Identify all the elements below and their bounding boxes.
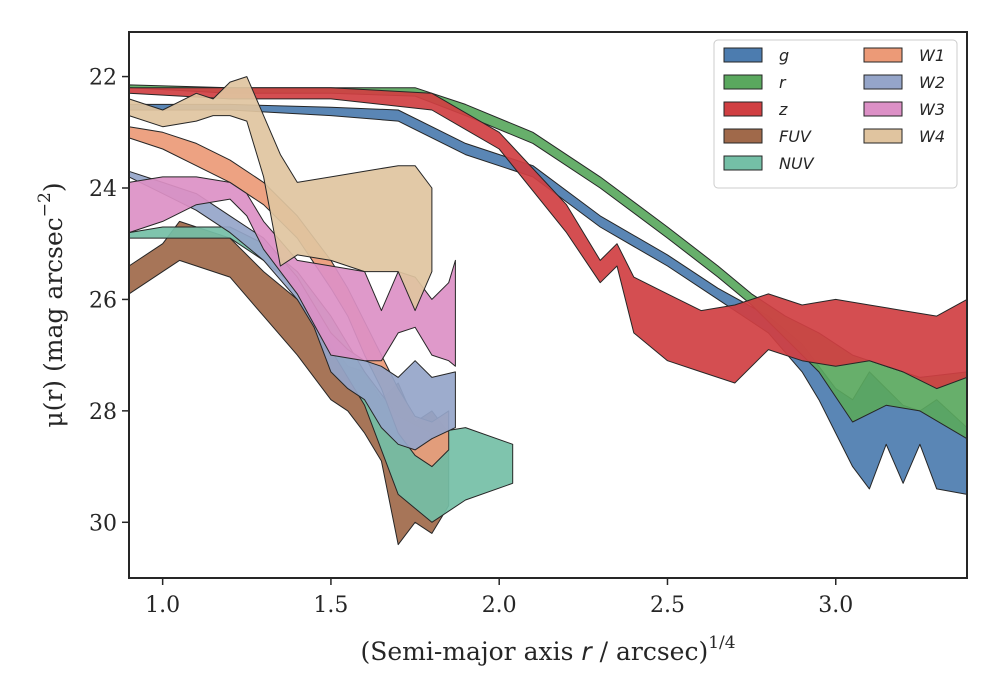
- x-axis-ticks: 1.0 1.5 2.0 2.5 3.0: [145, 578, 853, 618]
- legend-label: z: [778, 100, 788, 119]
- legend-swatch: [723, 155, 763, 171]
- plot-frame: [128, 31, 968, 579]
- legend-label: g: [779, 46, 789, 65]
- y-tick-label: 28: [89, 400, 117, 425]
- legend-item-nuv: NUV: [723, 154, 815, 173]
- legend: grz FUV NUV W1 W2 W3 W4: [713, 39, 958, 189]
- legend-label: W4: [919, 127, 945, 146]
- legend-label: FUV: [779, 127, 812, 146]
- legend-item-w1: W1: [863, 46, 945, 65]
- x-tick-label: 2.5: [650, 593, 685, 618]
- legend-swatch: [723, 74, 763, 90]
- legend-item-z: z: [723, 100, 788, 119]
- legend-label: NUV: [779, 154, 815, 173]
- legend-item-w2: W2: [863, 73, 945, 92]
- series-bands: [128, 76, 968, 546]
- x-tick-label: 1.0: [145, 593, 180, 618]
- x-axis-label: (Semi-major axis r / arcsec)1/4: [360, 633, 735, 666]
- band-w3: [128, 176, 456, 367]
- legend-swatch: [863, 47, 903, 63]
- legend-label: W3: [919, 100, 945, 119]
- legend-label: W2: [919, 73, 945, 92]
- legend-item-g: g: [723, 46, 789, 65]
- y-axis-ticks: 22 24 26 28 30: [89, 66, 129, 536]
- legend-label: r: [779, 73, 787, 92]
- legend-swatch: [863, 101, 903, 117]
- legend-item-r: r: [723, 73, 787, 92]
- legend-label: W1: [919, 46, 945, 65]
- x-tick-label: 1.5: [313, 593, 348, 618]
- legend-swatch: [863, 74, 903, 90]
- x-tick-label: 3.0: [818, 593, 853, 618]
- legend-item-fuv: FUV: [723, 127, 812, 146]
- y-axis-label: μ(r) (mag arcsec−2): [35, 182, 68, 427]
- y-tick-label: 22: [89, 66, 117, 91]
- band-w4: [128, 76, 433, 312]
- legend-swatch: [723, 101, 763, 117]
- x-tick-label: 2.0: [482, 593, 517, 618]
- y-tick-label: 24: [89, 177, 117, 202]
- legend-item-w3: W3: [863, 100, 945, 119]
- legend-swatch: [723, 128, 763, 144]
- legend-item-w4: W4: [863, 127, 945, 146]
- y-tick-label: 26: [89, 288, 117, 313]
- legend-swatch: [723, 47, 763, 63]
- y-tick-label: 30: [89, 511, 117, 536]
- legend-swatch: [863, 128, 903, 144]
